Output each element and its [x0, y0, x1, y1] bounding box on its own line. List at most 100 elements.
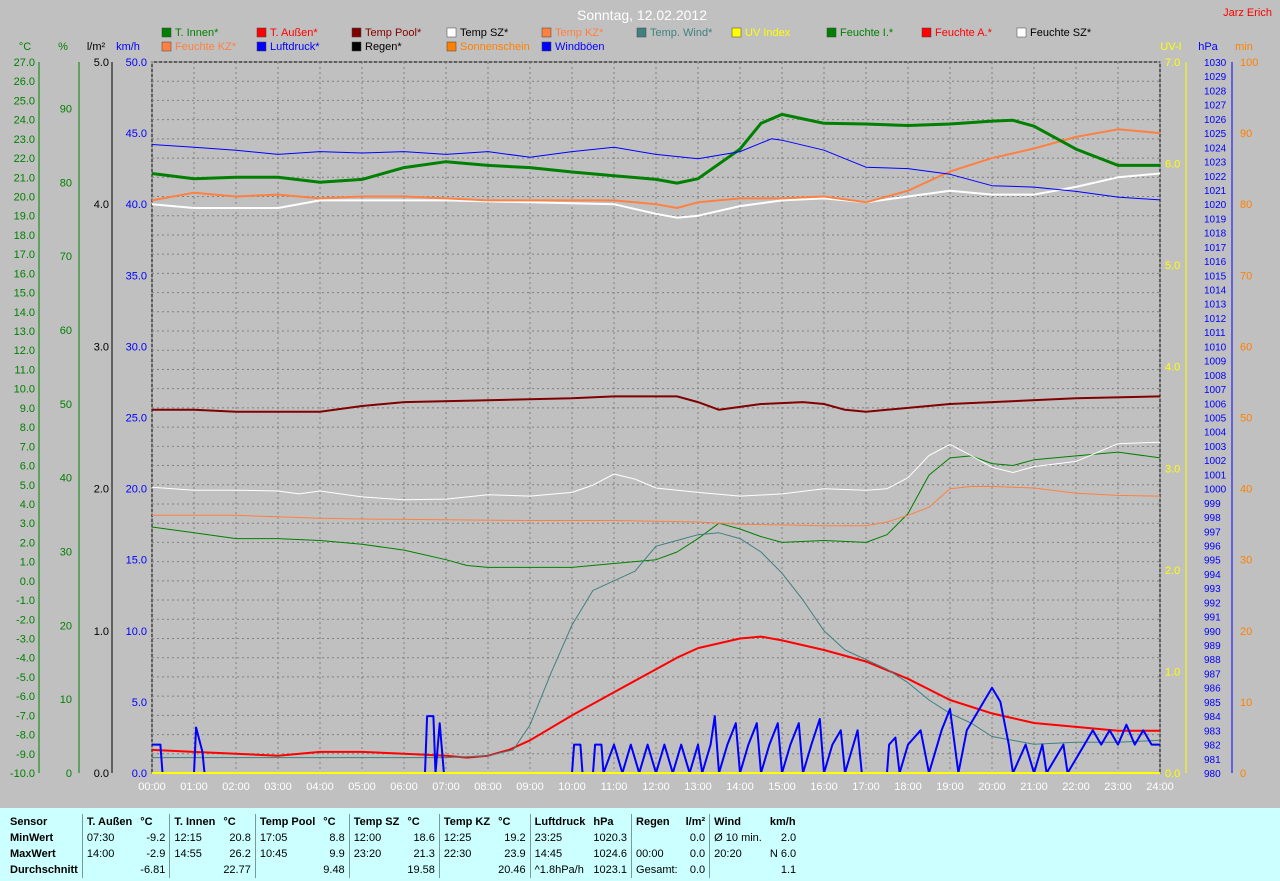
stats-row-label: MinWert — [10, 832, 54, 844]
tick-label-humidity: 10 — [60, 694, 72, 706]
stats-column-unit: km/h — [769, 816, 796, 828]
stats-cell-time: 14:45 — [529, 846, 590, 862]
tick-label-sunshine: 80 — [1240, 199, 1252, 211]
legend-label: Temp SZ* — [460, 27, 509, 39]
tick-label-uv: 1.0 — [1165, 666, 1180, 678]
tick-label-rain: 0.0 — [94, 768, 109, 780]
axis-unit-sunshine: min — [1235, 41, 1253, 53]
stats-cell-time: 12:00 — [348, 830, 404, 846]
tick-label-time: 07:00 — [432, 781, 460, 793]
tick-label-time: 17:00 — [852, 781, 880, 793]
stats-cell-time: 23:25 — [529, 830, 590, 846]
tick-label-time: 23:00 — [1104, 781, 1132, 793]
tick-label-temp: 2.0 — [20, 537, 35, 549]
tick-label-humidity: 70 — [60, 251, 72, 263]
stats-cell-value: 1020.3 — [593, 832, 628, 844]
tick-label-sunshine: 60 — [1240, 341, 1252, 353]
stats-column-name: Temp KZ — [438, 814, 495, 830]
series-line — [151, 128, 1161, 209]
tick-label-temp: 18.0 — [14, 230, 35, 242]
tick-label-pressure: 1026 — [1204, 115, 1227, 126]
stats-cell-time: Ø 10 min. — [709, 830, 766, 846]
legend-label: Feuchte A.* — [935, 27, 993, 39]
tick-label-pressure: 1005 — [1204, 414, 1227, 425]
stats-cell-value: 2.0 — [780, 832, 797, 844]
stats-cell-time: Gesamt: — [631, 862, 682, 878]
tick-label-time: 11:00 — [601, 781, 628, 793]
legend-swatch — [351, 41, 362, 52]
stats-column-name: T. Innen — [169, 814, 220, 830]
tick-label-pressure: 1003 — [1204, 442, 1227, 453]
stats-cell-value: 21.3 — [413, 848, 435, 860]
tick-label-temp: -9.0 — [16, 749, 35, 761]
stats-column-unit: °C — [223, 816, 236, 828]
tick-label-sunshine: 40 — [1240, 484, 1252, 496]
weather-chart: °C 27.0 26.0 25.0 24.0 23.0 22.0 21.0 20.0 19.0 18… — [9, 7, 1272, 793]
legend-label: Temp KZ* — [555, 27, 604, 39]
tick-label-pressure: 996 — [1204, 541, 1221, 552]
tick-label-temp: 12.0 — [14, 345, 35, 357]
tick-label-pressure: 1011 — [1204, 328, 1226, 339]
stats-cell-value: 1.1 — [780, 864, 797, 876]
legend-swatch — [446, 41, 457, 52]
tick-label-sunshine: 20 — [1240, 626, 1252, 638]
tick-label-time: 10:00 — [558, 781, 586, 793]
axis-unit-uv: UV-I — [1160, 41, 1181, 53]
stats-cell-time: 07:30 — [81, 830, 137, 846]
legend-swatch — [1016, 27, 1027, 38]
tick-label-pressure: 1014 — [1204, 286, 1227, 297]
tick-label-temp: 7.0 — [20, 441, 35, 453]
stats-cell-value: 19.58 — [407, 864, 435, 876]
tick-label-pressure: 988 — [1204, 655, 1221, 666]
tick-label-wind: 45.0 — [126, 128, 147, 140]
tick-label-time: 02:00 — [222, 781, 250, 793]
tick-label-temp: 22.0 — [14, 153, 35, 165]
tick-label-temp: 11.0 — [14, 364, 35, 376]
tick-label-time: 09:00 — [516, 781, 544, 793]
tick-label-time: 24:00 — [1146, 781, 1174, 793]
tick-label-temp: 27.0 — [14, 57, 35, 69]
tick-label-time: 06:00 — [390, 781, 418, 793]
stats-column-name: Luftdruck — [529, 814, 590, 830]
tick-label-temp: 19.0 — [14, 211, 35, 223]
stats-column-name: Temp SZ — [348, 814, 404, 830]
stats-header-row: Sensor T. Außen °C T. Innen °C Temp Pool °C Tem… — [6, 814, 800, 830]
tick-label-pressure: 1000 — [1204, 485, 1227, 496]
tick-label-wind: 10.0 — [126, 626, 147, 638]
axis-unit-rain: l/m² — [87, 41, 106, 53]
tick-label-uv: 3.0 — [1165, 463, 1180, 475]
stats-cell-time: 22:30 — [438, 846, 495, 862]
stats-cell-value: 1023.1 — [593, 864, 628, 876]
legend-swatch — [161, 41, 172, 52]
tick-label-temp: 23.0 — [14, 134, 35, 146]
series-line — [151, 172, 1161, 219]
tick-label-uv: 2.0 — [1165, 565, 1180, 577]
stats-column-unit: °C — [407, 816, 420, 828]
tick-label-wind: 50.0 — [126, 57, 147, 69]
tick-label-wind: 35.0 — [126, 270, 147, 282]
tick-label-pressure: 1024 — [1204, 143, 1227, 154]
statistics-table: Sensor T. Außen °C T. Innen °C Temp Pool °C Tem… — [6, 814, 800, 878]
tick-label-pressure: 1023 — [1204, 158, 1227, 169]
tick-label-temp: 10.0 — [14, 384, 35, 396]
legend-swatch — [446, 27, 457, 38]
legend: T. Innen* T. Außen* Temp Pool* Temp SZ* Temp… — [161, 27, 1092, 53]
tick-label-pressure: 999 — [1204, 499, 1221, 510]
tick-label-pressure: 1001 — [1204, 470, 1227, 481]
stats-cell-time — [631, 830, 682, 846]
stats-row-label: Sensor — [10, 816, 48, 828]
tick-label-temp: 4.0 — [20, 499, 35, 511]
tick-label-humidity: 20 — [60, 620, 72, 632]
stats-cell-value: 20.46 — [498, 864, 526, 876]
tick-label-time: 13:00 — [684, 781, 712, 793]
tick-label-temp: -10.0 — [10, 768, 35, 780]
tick-label-temp: 21.0 — [14, 172, 35, 184]
tick-label-rain: 2.0 — [94, 484, 109, 496]
stats-row: Durchschnitt -6.81 22.77 9.48 19.58 20.46 ^1.8… — [6, 862, 800, 878]
tick-label-temp: 13.0 — [14, 326, 35, 338]
stats-cell-time — [709, 862, 766, 878]
tick-label-temp: 15.0 — [14, 288, 35, 300]
tick-label-time: 04:00 — [306, 781, 334, 793]
tick-label-temp: 25.0 — [14, 95, 35, 107]
legend-swatch — [256, 41, 267, 52]
